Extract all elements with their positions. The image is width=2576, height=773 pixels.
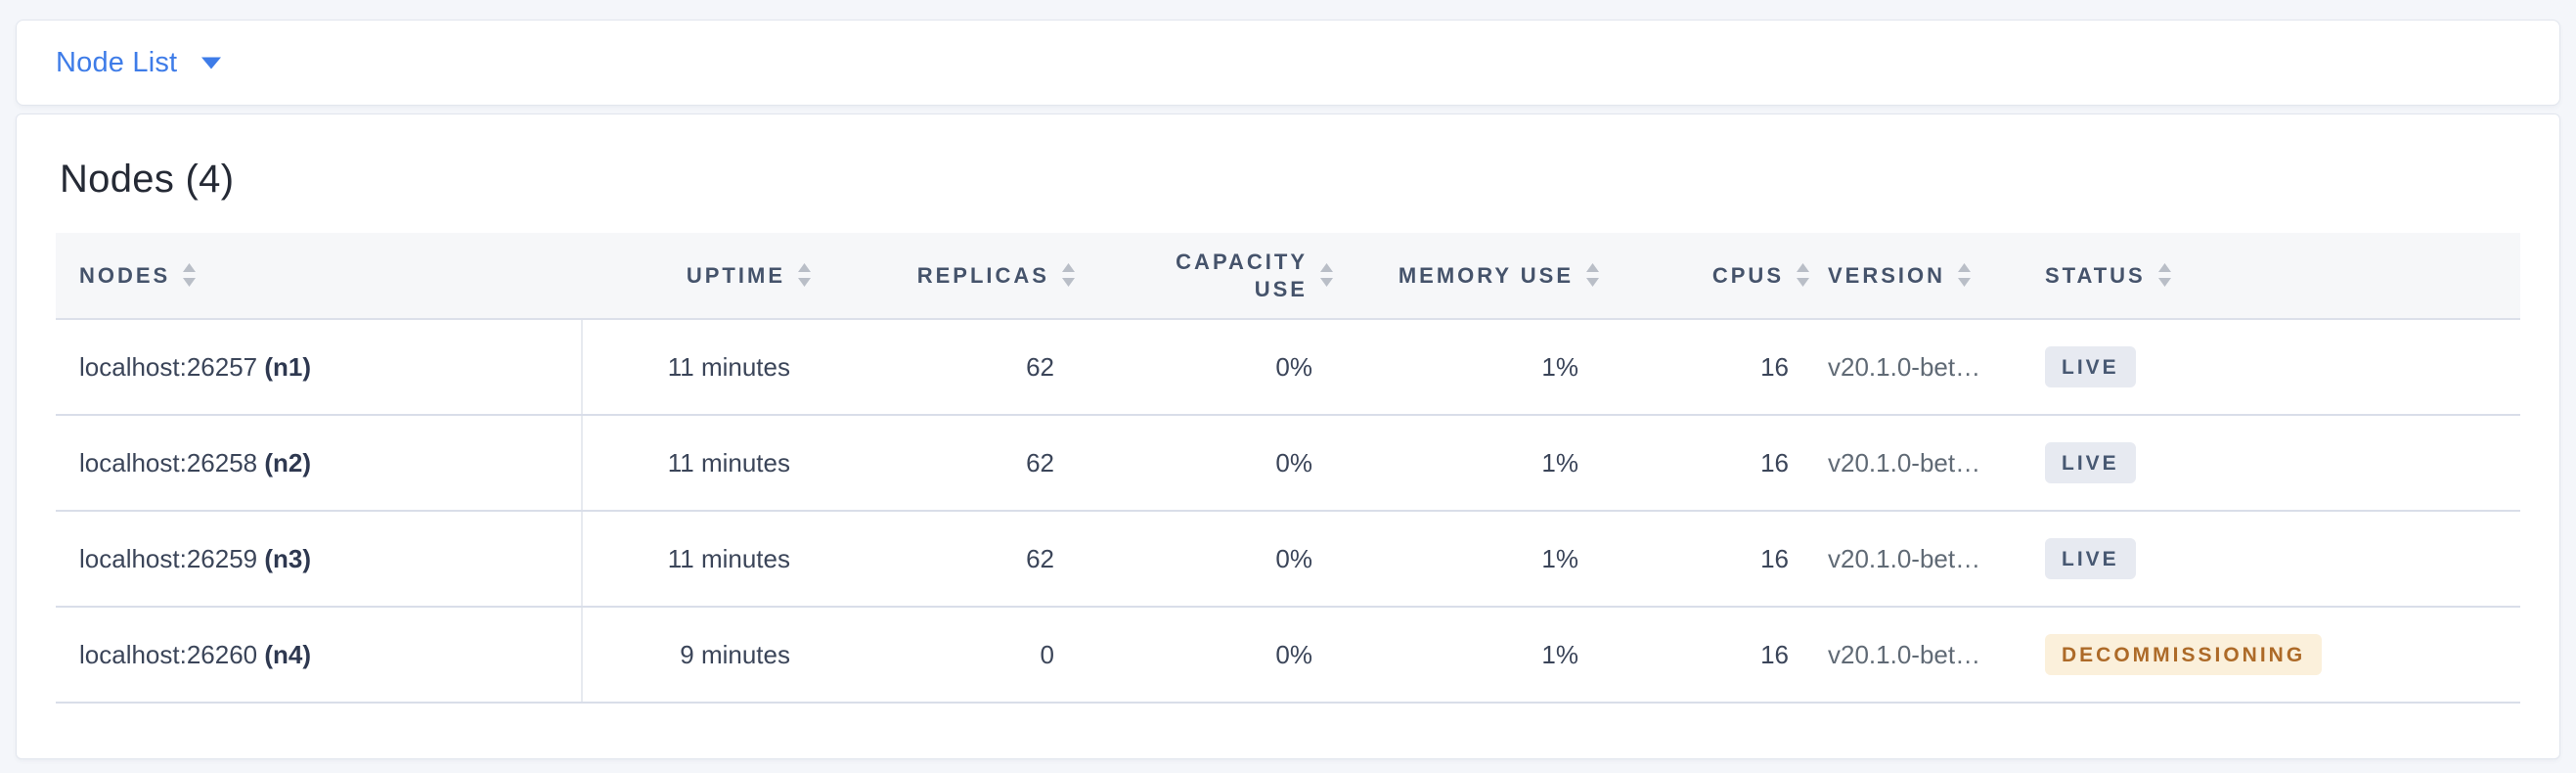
- capacity-use-cell: 0%: [1093, 319, 1352, 416]
- column-header-capacity-use[interactable]: Capacity Use: [1093, 233, 1352, 320]
- replicas-cell: 62: [829, 511, 1093, 608]
- version-cell: v20.1.0-bet…: [1828, 415, 2045, 512]
- uptime-cell: 11 minutes: [582, 415, 829, 512]
- sort-arrows-icon[interactable]: [1585, 263, 1600, 288]
- sort-arrows-icon[interactable]: [1957, 263, 1972, 288]
- memory-use-cell: 1%: [1352, 415, 1618, 512]
- cpus-cell: 16: [1618, 319, 1828, 416]
- caret-down-icon: [200, 56, 222, 70]
- column-header-replicas[interactable]: Replicas: [829, 233, 1093, 320]
- status-badge: LIVE: [2045, 442, 2136, 483]
- cpus-cell: 16: [1618, 511, 1828, 608]
- replicas-cell: 62: [829, 319, 1093, 416]
- replicas-cell: 62: [829, 415, 1093, 512]
- node-address-cell[interactable]: localhost:26257 (n1): [56, 319, 583, 416]
- status-cell: LIVE: [2045, 415, 2520, 512]
- sort-arrows-icon[interactable]: [1319, 263, 1334, 288]
- nodes-card: Nodes (4) Nodes: [16, 114, 2560, 759]
- table-header-row: Nodes Uptime: [56, 233, 2520, 320]
- capacity-use-cell: 0%: [1093, 415, 1352, 512]
- memory-use-cell: 1%: [1352, 511, 1618, 608]
- column-header-version[interactable]: Version: [1828, 233, 2045, 320]
- column-header-status[interactable]: Status: [2045, 233, 2520, 320]
- status-badge: DECOMMISSIONING: [2045, 634, 2323, 675]
- page-title: Nodes (4): [60, 158, 235, 201]
- column-header-cpus[interactable]: CPUs: [1618, 233, 1828, 320]
- nodes-table: Nodes Uptime: [56, 233, 2520, 704]
- cpus-cell: 16: [1618, 607, 1828, 704]
- memory-use-cell: 1%: [1352, 319, 1618, 416]
- node-address-cell[interactable]: localhost:26259 (n3): [56, 511, 583, 608]
- sort-arrows-icon[interactable]: [1061, 263, 1076, 288]
- uptime-cell: 11 minutes: [582, 511, 829, 608]
- capacity-use-cell: 0%: [1093, 607, 1352, 704]
- status-cell: LIVE: [2045, 319, 2520, 416]
- cpus-cell: 16: [1618, 415, 1828, 512]
- nodes-table-body: localhost:26257 (n1) 11 minutes 62 0% 1%…: [56, 319, 2520, 704]
- view-dropdown-label: Node List: [56, 46, 178, 78]
- version-cell: v20.1.0-bet…: [1828, 319, 2045, 416]
- memory-use-cell: 1%: [1352, 607, 1618, 704]
- capacity-use-cell: 0%: [1093, 511, 1352, 608]
- node-address-cell[interactable]: localhost:26260 (n4): [56, 607, 583, 704]
- column-header-memory-use[interactable]: Memory Use: [1352, 233, 1618, 320]
- view-dropdown[interactable]: Node List: [56, 47, 222, 79]
- node-address-cell[interactable]: localhost:26258 (n2): [56, 415, 583, 512]
- sort-arrows-icon[interactable]: [182, 263, 197, 288]
- column-header-uptime[interactable]: Uptime: [582, 233, 829, 320]
- version-cell: v20.1.0-bet…: [1828, 511, 2045, 608]
- status-cell: DECOMMISSIONING: [2045, 607, 2520, 704]
- sort-arrows-icon[interactable]: [2157, 263, 2172, 288]
- node-row[interactable]: localhost:26257 (n1) 11 minutes 62 0% 1%…: [56, 319, 2520, 416]
- status-badge: LIVE: [2045, 346, 2136, 387]
- node-row[interactable]: localhost:26258 (n2) 11 minutes 62 0% 1%…: [56, 415, 2520, 512]
- uptime-cell: 9 minutes: [582, 607, 829, 704]
- status-badge: LIVE: [2045, 538, 2136, 579]
- replicas-cell: 0: [829, 607, 1093, 704]
- view-selector-bar: Node List: [16, 20, 2560, 106]
- version-cell: v20.1.0-bet…: [1828, 607, 2045, 704]
- node-row[interactable]: localhost:26260 (n4) 9 minutes 0 0% 1% 1…: [56, 607, 2520, 704]
- node-row[interactable]: localhost:26259 (n3) 11 minutes 62 0% 1%…: [56, 511, 2520, 608]
- sort-arrows-icon[interactable]: [797, 263, 812, 288]
- column-header-nodes[interactable]: Nodes: [56, 233, 582, 320]
- uptime-cell: 11 minutes: [582, 319, 829, 416]
- status-cell: LIVE: [2045, 511, 2520, 608]
- sort-arrows-icon[interactable]: [1796, 263, 1810, 288]
